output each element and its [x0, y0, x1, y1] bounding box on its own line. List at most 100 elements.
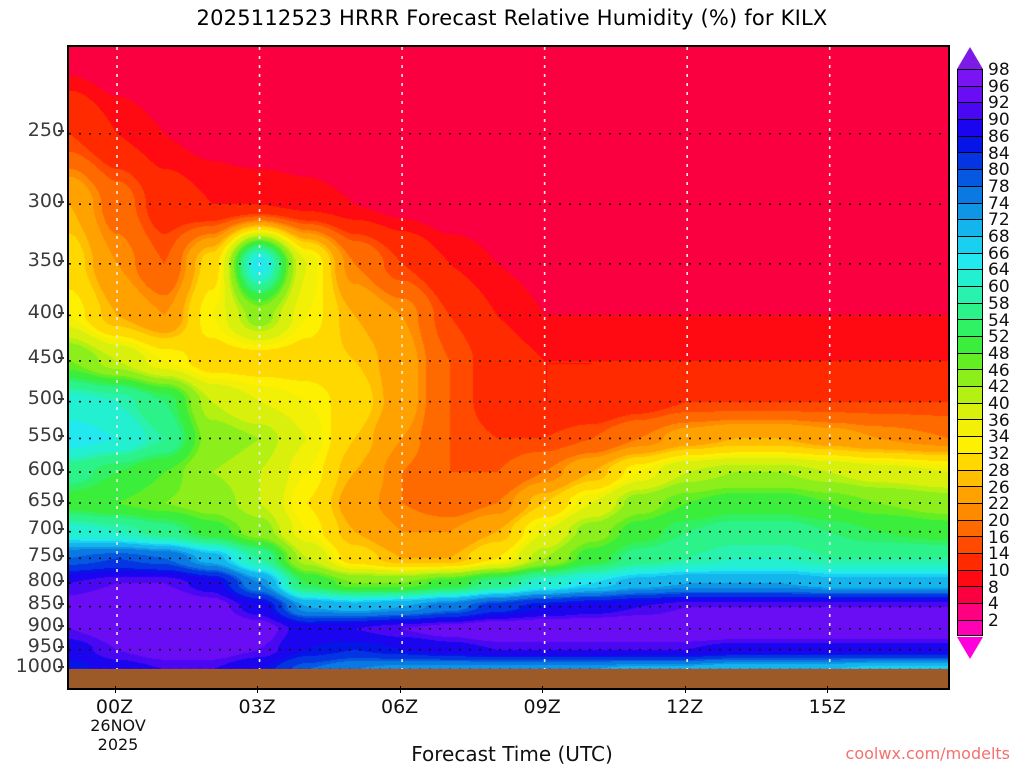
y-axis-tick-label: 750 — [27, 543, 64, 566]
colorbar-tick-label: 22 — [988, 494, 1010, 515]
x-axis-tick-label: 03Z — [238, 696, 276, 718]
y-axis-tick-label: 1000 — [15, 655, 64, 677]
y-axis-tick-mark — [58, 646, 64, 649]
colorbar-tick-label: 20 — [988, 510, 1010, 531]
colorbar-swatch — [957, 386, 983, 403]
colorbar-legend: 98 96 92 90 86 84 80 78 74 72 68 66 64 60 58 54 52 48 46 42… — [955, 45, 1024, 690]
y-axis-tick-label: 700 — [27, 517, 64, 540]
y-axis-tick-mark — [58, 499, 64, 502]
y-axis-tick-mark — [58, 579, 64, 582]
y-axis-tick-label: 850 — [27, 592, 64, 615]
x-axis-tick-mark — [827, 686, 829, 693]
colorbar-tick-label: 74 — [988, 193, 1010, 214]
colorbar-swatch — [957, 402, 983, 420]
colorbar-tick-label: 8 — [988, 577, 999, 598]
colorbar-tick-label: 66 — [988, 243, 1010, 264]
y-axis-tick-mark — [58, 603, 64, 606]
colorbar-swatch — [957, 419, 983, 437]
colorbar-under-arrow-icon — [957, 636, 983, 659]
colorbar-tick-label: 36 — [988, 410, 1010, 431]
y-axis-tick-mark — [58, 434, 64, 437]
colorbar-swatch — [957, 102, 983, 120]
gridlines — [69, 47, 948, 671]
colorbar-tick-label: 78 — [988, 176, 1010, 197]
colorbar-tick-label: 96 — [988, 76, 1010, 97]
colorbar-tick-label: 16 — [988, 527, 1010, 548]
y-axis-tick-mark — [58, 554, 64, 557]
colorbar-tick-label: 2 — [988, 611, 999, 632]
y-axis-tick-label: 500 — [27, 387, 64, 410]
colorbar-swatch — [957, 85, 983, 103]
colorbar-swatch — [957, 436, 983, 453]
y-axis-tick-label: 600 — [27, 457, 64, 480]
y-axis-tick-mark — [58, 468, 64, 471]
colorbar-tick-label: 58 — [988, 293, 1010, 314]
colorbar-swatch — [957, 619, 983, 637]
x-axis-tick-label: 09Z — [523, 696, 561, 718]
colorbar-tick-label: 42 — [988, 377, 1010, 398]
colorbar-swatch — [957, 502, 983, 520]
colorbar-tick-label: 80 — [988, 160, 1010, 181]
colorbar-tick-label: 48 — [988, 343, 1010, 364]
y-axis-tick-mark — [58, 398, 64, 401]
x-axis-tick-label: 06Z — [380, 696, 419, 718]
colorbar-swatch — [957, 119, 983, 136]
x-axis-tick-label: 12Z — [666, 696, 704, 718]
ground-surface-band — [69, 669, 948, 688]
y-axis-tick-mark — [58, 625, 64, 628]
colorbar-tick-label: 4 — [988, 594, 999, 615]
colorbar-tick-label: 46 — [988, 360, 1010, 381]
colorbar-swatch — [957, 369, 983, 387]
y-axis-tick-mark — [58, 311, 64, 314]
x-axis-tick-mark — [257, 686, 259, 693]
x-axis-tick-mark — [114, 686, 116, 693]
colorbar-tick-label: 86 — [988, 126, 1010, 147]
colorbar-swatch — [957, 302, 983, 320]
y-axis-tick-mark — [58, 260, 64, 263]
colorbar-swatch — [957, 569, 983, 587]
y-axis-pressure: 250 300 350 400 450 500 550 600 650 700 750 800 850 9… — [0, 45, 64, 690]
colorbar-swatch — [957, 169, 983, 186]
colorbar-swatch — [957, 586, 983, 603]
page-title: 2025112523 HRRR Forecast Relative Humidi… — [196, 6, 828, 30]
y-axis-tick-label: 400 — [27, 300, 64, 323]
colorbar-swatch — [957, 219, 983, 236]
colorbar-tick-label: 68 — [988, 227, 1010, 247]
y-axis-tick-label: 300 — [27, 189, 64, 212]
source-watermark: coolwx.com/modelts — [845, 744, 1010, 763]
colorbar-tick-label: 52 — [988, 327, 1010, 348]
colorbar-tick-label: 98 — [988, 60, 1010, 80]
colorbar-tick-label: 32 — [988, 444, 1010, 465]
colorbar-swatch — [957, 285, 983, 303]
colorbar-swatch — [957, 352, 983, 370]
y-axis-tick-mark — [58, 666, 64, 668]
x-axis-title: Forecast Time (UTC) — [411, 742, 613, 766]
colorbar-tick-label: 34 — [988, 427, 1010, 448]
colorbar-tick-label: 72 — [988, 210, 1010, 231]
init-date-line: 26NOV — [90, 716, 146, 735]
colorbar-swatch — [957, 202, 983, 220]
x-axis-tick-label: 15Z — [808, 696, 846, 718]
colorbar-over-arrow-icon — [957, 47, 983, 69]
y-axis-tick-label: 950 — [27, 635, 64, 658]
x-axis-tick-label: 00Z — [95, 696, 134, 718]
init-date-label: 26NOV 2025 — [78, 716, 158, 754]
y-axis-tick-label: 800 — [27, 568, 64, 591]
colorbar-swatch — [957, 336, 983, 353]
colorbar-tick-label: 54 — [988, 310, 1010, 331]
y-axis-tick-label: 650 — [27, 488, 64, 511]
y-axis-tick-label: 250 — [27, 119, 64, 142]
x-axis-forecast-time: 00Z 03Z 06Z 09Z 12Z 15Z — [67, 686, 950, 732]
colorbar-swatch — [957, 69, 983, 86]
colorbar-tick-label: 90 — [988, 110, 1010, 131]
colorbar-swatch — [957, 269, 983, 286]
colorbar-tick-label: 28 — [988, 460, 1010, 481]
init-date-line: 2025 — [97, 735, 139, 754]
colorbar-swatch — [957, 152, 983, 170]
y-axis-tick-mark — [58, 200, 64, 203]
colorbar-swatch — [957, 235, 983, 253]
colorbar-swatch — [957, 552, 983, 570]
x-axis-tick-mark — [399, 686, 401, 693]
y-axis-tick-mark — [58, 528, 64, 531]
